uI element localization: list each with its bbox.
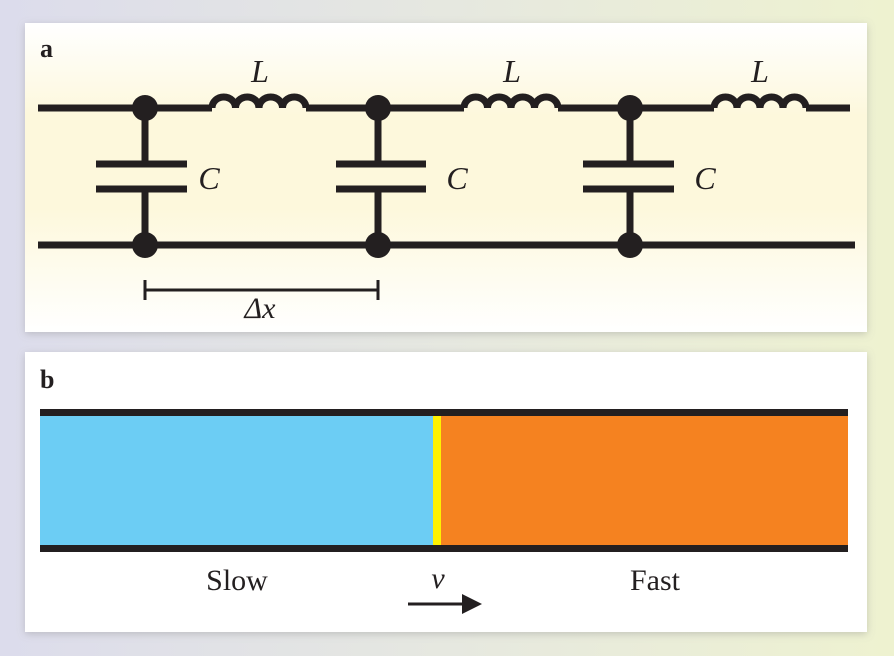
inductor-label: L	[750, 53, 769, 89]
nodes	[132, 95, 643, 258]
inductor-1	[208, 93, 310, 109]
node	[132, 95, 158, 121]
inductor-3	[710, 93, 810, 109]
panel-a-background	[25, 23, 867, 332]
capacitor-label: C	[198, 160, 220, 196]
inductor-label: L	[502, 53, 521, 89]
spacing-dimension	[143, 280, 380, 300]
capacitor-2	[336, 108, 426, 245]
capacitor-label: C	[446, 160, 468, 196]
velocity-label: v	[431, 562, 445, 595]
panel-b-label: b	[40, 365, 54, 394]
inductor-2	[460, 93, 562, 109]
inductor-label: L	[250, 53, 269, 89]
slow-region	[40, 414, 433, 547]
slow-label: Slow	[206, 564, 268, 597]
capacitor-1	[96, 108, 187, 245]
node	[617, 95, 643, 121]
velocity-arrow-icon	[408, 594, 482, 614]
panel-a: a L L L C C C Δx	[25, 23, 867, 332]
node	[365, 232, 391, 258]
node	[617, 232, 643, 258]
fast-label: Fast	[630, 564, 681, 597]
spacing-label: Δx	[244, 292, 277, 325]
wavefront	[433, 414, 441, 547]
capacitor-label: C	[694, 160, 716, 196]
panel-a-label: a	[40, 34, 53, 63]
panel-b: b Slow v Fast	[25, 352, 867, 632]
fast-region	[441, 414, 848, 547]
top-boundary	[40, 409, 848, 416]
capacitor-3	[583, 108, 674, 245]
node	[132, 232, 158, 258]
node	[365, 95, 391, 121]
bottom-boundary	[40, 545, 848, 552]
